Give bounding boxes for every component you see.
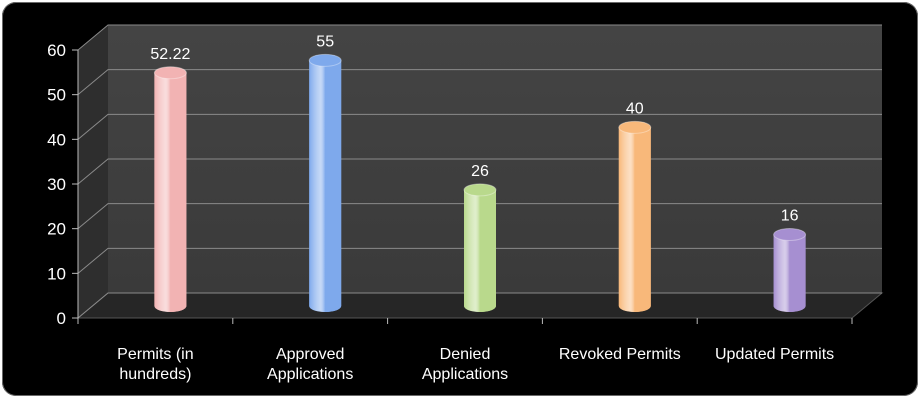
bar-top-cap bbox=[463, 183, 497, 197]
bar bbox=[618, 120, 652, 312]
bar-top-cap bbox=[773, 228, 807, 242]
gridline bbox=[77, 113, 882, 140]
y-tick-label: 0 bbox=[57, 309, 66, 328]
x-tick-label: Denied Applications bbox=[422, 346, 508, 383]
bar-top-cap bbox=[618, 120, 652, 134]
x-tick-label: Permits (in hundreds) bbox=[117, 346, 193, 383]
data-label: 16 bbox=[781, 208, 799, 225]
x-tick-label: Revoked Permits bbox=[559, 346, 681, 363]
y-tick-label: 50 bbox=[47, 86, 66, 105]
bar bbox=[308, 53, 342, 313]
data-label: 55 bbox=[316, 33, 334, 50]
data-label: 52.22 bbox=[150, 46, 190, 63]
gridline bbox=[77, 24, 882, 51]
bar bbox=[773, 228, 807, 312]
y-axis: 0 10 20 30 40 50 60 bbox=[47, 41, 79, 328]
bar-body-shine bbox=[464, 189, 496, 312]
bar-body-shine bbox=[154, 72, 187, 312]
bar-body-shine bbox=[309, 60, 342, 313]
x-tick-label: Approved Applications bbox=[267, 346, 353, 383]
x-tick-label: Updated Permits bbox=[715, 346, 834, 363]
bar-body-shine bbox=[773, 234, 806, 312]
bar-body-shine bbox=[618, 127, 651, 312]
bar-top-cap bbox=[153, 66, 187, 80]
x-axis: Permits (in hundreds) Approved Applications… bbox=[77, 318, 853, 383]
bar bbox=[463, 183, 497, 312]
data-label: 26 bbox=[471, 163, 489, 180]
y-tick-label: 20 bbox=[47, 220, 66, 239]
gridline bbox=[77, 69, 882, 96]
y-tick-label: 30 bbox=[47, 175, 66, 194]
y-tick-label: 60 bbox=[47, 41, 66, 60]
bar-series bbox=[153, 53, 807, 313]
data-labels: 52.22 55 26 40 16 bbox=[150, 33, 798, 224]
y-tick-label: 40 bbox=[47, 130, 66, 149]
bar-top-cap bbox=[308, 53, 342, 67]
y-tick-label: 10 bbox=[47, 264, 66, 283]
bar bbox=[153, 66, 187, 312]
data-label: 40 bbox=[626, 100, 644, 117]
bar-chart: 0 10 20 30 40 50 60 52.22 55 26 40 16 Permits (in h… bbox=[47, 24, 884, 383]
chart-frame: 0 10 20 30 40 50 60 52.22 55 26 40 16 Permits (in h… bbox=[2, 2, 918, 396]
